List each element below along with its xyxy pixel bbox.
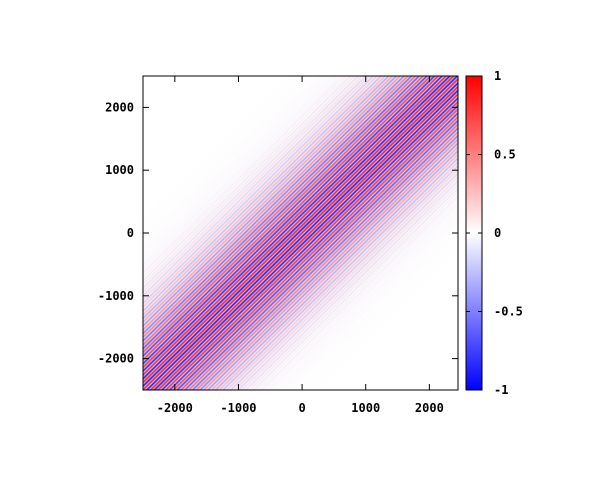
x-tick-label: 1000 [351, 401, 380, 415]
y-tick-label: 2000 [105, 100, 134, 114]
y-tick-label: 0 [127, 226, 134, 240]
heatmap-plot-area [143, 76, 458, 390]
x-tick-label: 2000 [415, 401, 444, 415]
colorbar-tick-label: -1 [494, 383, 508, 397]
x-tick-label: -1000 [220, 401, 256, 415]
heatmap-image [143, 76, 458, 390]
colorbar-tick-label: 1 [494, 69, 501, 83]
y-tick-label: 1000 [105, 163, 134, 177]
colorbar-tick-label: 0.5 [494, 148, 516, 162]
colorbar-tick-label: 0 [494, 226, 501, 240]
x-tick-label: 0 [298, 401, 305, 415]
y-tick-label: -1000 [98, 289, 134, 303]
x-tick-label: -2000 [157, 401, 193, 415]
y-tick-label: -2000 [98, 352, 134, 366]
colorbar-tick-label: -0.5 [494, 305, 523, 319]
colorbar: -1 -0.5 0 0.5 1 [465, 69, 523, 397]
axes: -2000 -1000 0 1000 2000 -2000 -1000 0 1000 2000 [98, 75, 459, 415]
